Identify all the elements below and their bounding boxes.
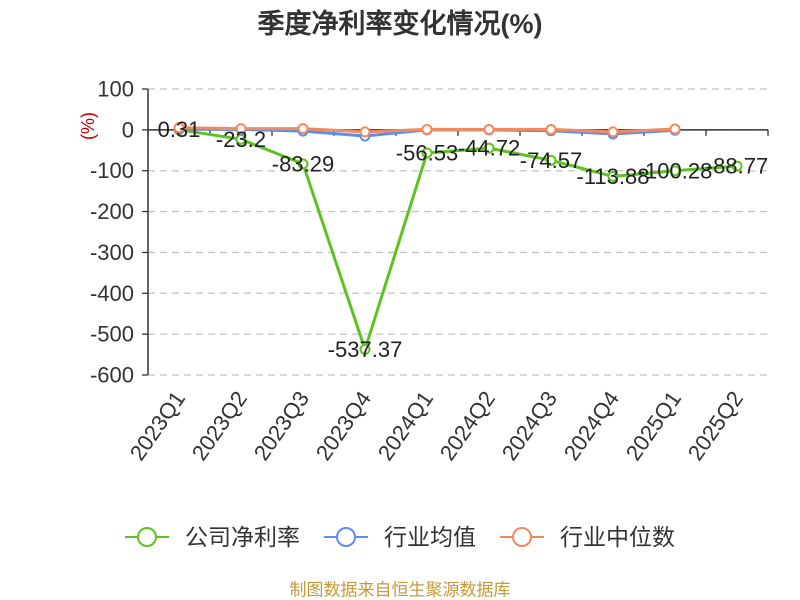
data-label: -23.2 <box>216 127 266 152</box>
data-point <box>669 123 681 135</box>
data-point <box>421 147 433 159</box>
data-label: -113.88 <box>577 164 650 189</box>
data-point <box>483 123 495 135</box>
y-axis-unit-label: (%) <box>78 112 98 140</box>
y-tick-label: -200 <box>90 199 134 224</box>
data-point <box>297 123 309 135</box>
data-point <box>421 123 433 135</box>
data-label: -74.57 <box>520 148 582 173</box>
y-tick-label: 0 <box>122 117 134 142</box>
data-point <box>669 165 681 177</box>
data-label: -44.72 <box>458 136 520 161</box>
data-point <box>483 142 495 154</box>
data-point <box>545 154 557 166</box>
data-point <box>731 160 743 172</box>
y-tick-label: -400 <box>90 281 134 306</box>
data-point <box>545 123 557 135</box>
data-point <box>607 170 619 182</box>
legend-marker-icon <box>137 527 157 547</box>
legend-item[interactable]: 行业均值 <box>324 524 476 550</box>
data-labels: 0.31 -23.2-83.29 -537.37 -56.53 -44.72 -74.57… <box>158 117 769 362</box>
data-label: -537.37 <box>328 337 403 362</box>
data-point <box>359 343 371 355</box>
y-tick-label: -300 <box>90 240 134 265</box>
legend-label: 公司净利率 <box>185 524 300 550</box>
data-point <box>173 122 185 134</box>
chart-title: 季度净利率变化情况(%) <box>258 8 543 39</box>
data-label: -83.29 <box>272 151 334 176</box>
legend-label: 行业均值 <box>384 524 476 550</box>
y-tick-label: -100 <box>90 158 134 183</box>
y-axis: 100 0 -100 -200 -300 -400 -500 -600 <box>90 77 149 388</box>
series-group <box>173 122 743 355</box>
source-footnote: 制图数据来自恒生聚源数据库 <box>290 581 511 600</box>
data-label: -88.77 <box>706 154 768 179</box>
y-tick-label: -500 <box>90 322 134 347</box>
legend-label: 行业中位数 <box>560 524 675 550</box>
legend-marker-icon <box>336 527 356 547</box>
data-point <box>359 126 371 138</box>
data-label: -56.53 <box>396 140 458 165</box>
legend-item[interactable]: 公司净利率 <box>125 524 300 550</box>
series-3 <box>173 122 681 138</box>
y-tick-label: 100 <box>97 77 134 102</box>
data-point <box>607 126 619 138</box>
series-line <box>178 128 738 351</box>
data-label: 0.31 <box>158 117 201 142</box>
legend: 公司净利率 行业均值 行业中位数 <box>125 524 675 550</box>
data-point <box>235 123 247 135</box>
y-tick-label: -600 <box>90 363 134 388</box>
data-point <box>297 158 309 170</box>
data-label: -100.28 <box>638 158 713 183</box>
legend-item[interactable]: 行业中位数 <box>500 524 675 550</box>
series-1 <box>173 124 743 355</box>
legend-marker-icon <box>512 527 532 547</box>
